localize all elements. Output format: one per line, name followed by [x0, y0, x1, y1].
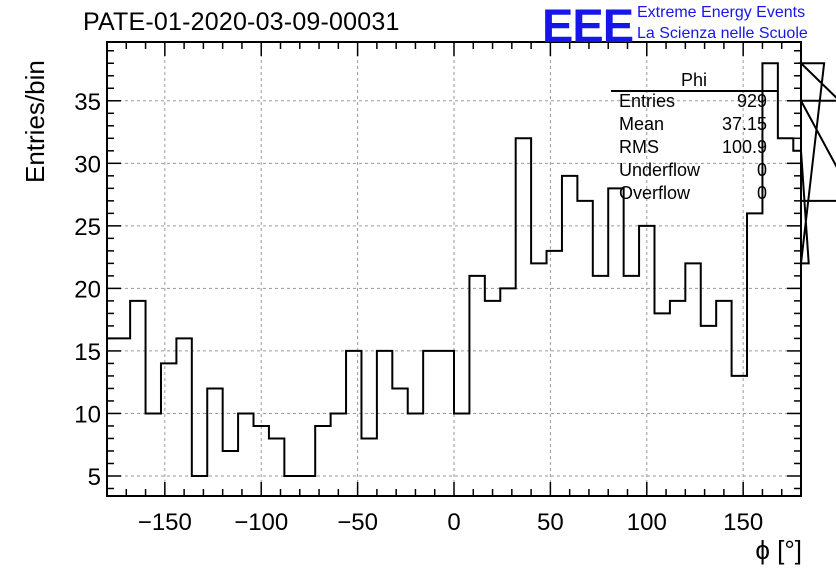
y-tick-label: 15 — [74, 339, 101, 366]
y-tick-label: 35 — [74, 89, 101, 116]
stats-row: Mean 37.15 — [611, 113, 777, 136]
x-tick-label: 0 — [447, 509, 460, 536]
y-tick-label: 20 — [74, 276, 101, 303]
stats-label: RMS — [619, 137, 659, 157]
stats-row: Underflow 0 — [611, 159, 777, 182]
stats-rows: Entries 929 Mean 37.15 RMS 100.9 Underflow 0 Ove… — [611, 90, 777, 205]
stats-row: Overflow 0 — [611, 182, 777, 205]
y-tick-label: 5 — [88, 464, 101, 491]
histogram-series — [107, 62, 836, 477]
chart-title: PATE-01-2020-03-09-00031 — [83, 8, 400, 36]
histogram-line — [107, 62, 836, 477]
x-tick-label: 50 — [537, 509, 564, 536]
logo-line-2: La Scienza nelle Scuole — [637, 25, 808, 42]
x-axis: −150 −100 −50 0 50 100 150 — [125, 42, 783, 536]
stats-row: Entries 929 — [611, 90, 777, 113]
stats-value: 0 — [756, 160, 767, 180]
x-axis-label: ϕ [°] — [755, 535, 802, 565]
x-tick-label: −50 — [337, 509, 378, 536]
stats-value: 100.9 — [721, 137, 767, 157]
stats-box: Phi Entries 929 Mean 37.15 RMS 100.9 Underflow… — [611, 70, 777, 205]
y-axis: 5 10 15 20 25 30 35 — [74, 50, 801, 491]
stats-row: RMS 100.9 — [611, 136, 777, 159]
y-axis-label: Entries/bin — [20, 60, 50, 183]
y-tick-label: 25 — [74, 214, 101, 241]
stats-label: Underflow — [619, 160, 701, 180]
x-tick-label: 150 — [723, 509, 763, 536]
stats-divider — [611, 90, 777, 92]
y-tick-label: 10 — [74, 401, 101, 428]
x-tick-label: −100 — [234, 509, 288, 536]
logo-line-1: Extreme Energy Events — [637, 4, 806, 21]
stats-label: Overflow — [619, 183, 691, 203]
eee-logo: EEE — [542, 0, 634, 52]
stats-value: 37.15 — [721, 114, 767, 134]
x-tick-label: 100 — [627, 509, 667, 536]
stats-label: Mean — [619, 114, 665, 134]
stats-value: 0 — [756, 183, 767, 203]
y-tick-label: 30 — [74, 151, 101, 178]
stats-value: 929 — [736, 91, 767, 111]
stats-label: Entries — [619, 91, 676, 111]
stats-title: Phi — [680, 70, 707, 90]
x-tick-label: −150 — [138, 509, 192, 536]
